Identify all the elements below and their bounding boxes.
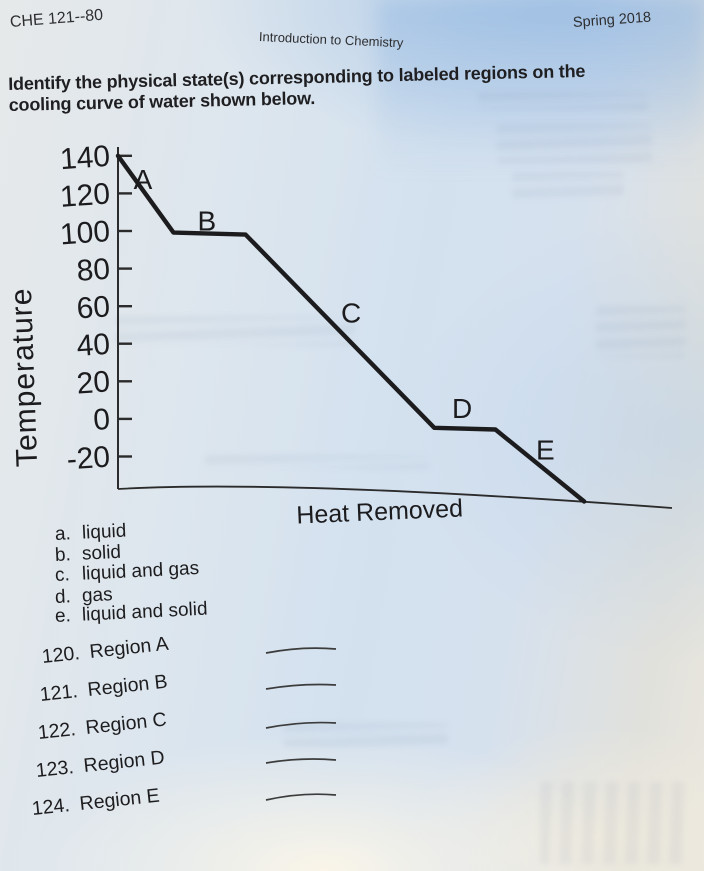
bleed-through-artifact (205, 455, 430, 469)
question-label: Region D (82, 746, 166, 777)
answer-blank-line (264, 790, 338, 802)
option-letter: c. (54, 564, 71, 586)
answer-blank-line (264, 718, 338, 730)
y-tick-label: 140 (59, 140, 111, 176)
question-item-120: 120. Region A (41, 633, 170, 669)
region-label-D: D (452, 393, 472, 424)
question-number: 124. (30, 794, 71, 820)
answer-blank-line (264, 680, 338, 692)
option-label: liquid (81, 520, 127, 544)
answer-blank-line (264, 754, 338, 766)
question-number: 123. (34, 756, 75, 782)
question-item-124: 124. Region E (31, 785, 161, 821)
answer-blank-line (264, 644, 338, 656)
bleed-through-artifact (512, 172, 624, 200)
option-label: liquid and gas (81, 557, 200, 585)
course-title-text: Introduction to Chemistry (258, 29, 404, 51)
question-label: Region C (84, 708, 168, 739)
course-code-text: CHE 121--80 (9, 6, 104, 31)
question-number: 121. (38, 680, 79, 706)
bleed-through-artifact (478, 92, 648, 110)
y-tick-label: 20 (76, 365, 112, 400)
question-item-122: 122. Region C (37, 709, 168, 745)
question-number: 122. (36, 718, 77, 744)
x-axis-title: Heat Removed (296, 494, 464, 529)
question-label: Region A (88, 632, 170, 663)
question-label: Region E (78, 784, 161, 815)
term-text: Spring 2018 (572, 9, 652, 31)
region-label-A: A (134, 164, 153, 195)
y-tick-label: 100 (59, 215, 111, 251)
y-tick-label: 0 (92, 403, 111, 437)
bleed-through-artifact (497, 124, 652, 164)
bleed-through-artifact (115, 316, 355, 346)
region-label-C: C (341, 298, 361, 329)
y-tick-label: 120 (59, 177, 111, 213)
y-axis-title: Temperature (5, 287, 44, 467)
region-label-B: B (197, 205, 216, 236)
y-tick-label: 80 (76, 253, 112, 288)
y-tick-label: -20 (66, 441, 112, 477)
cooling-curve-line (115, 153, 587, 504)
bleed-through-artifact (283, 723, 448, 747)
question-label: Region B (86, 670, 169, 701)
bleed-through-artifact (540, 782, 685, 864)
question-item-121: 121. Region B (39, 671, 169, 707)
y-tick-label: 60 (76, 290, 112, 325)
question-number: 120. (40, 642, 81, 668)
y-tick-label: 40 (76, 328, 112, 363)
bleed-through-artifact (596, 306, 686, 358)
region-label-E: E (536, 435, 555, 466)
x-axis-line (117, 485, 673, 509)
option-letter: e. (54, 605, 72, 627)
option-letter: a. (54, 523, 72, 545)
question-item-123: 123. Region D (35, 747, 166, 783)
